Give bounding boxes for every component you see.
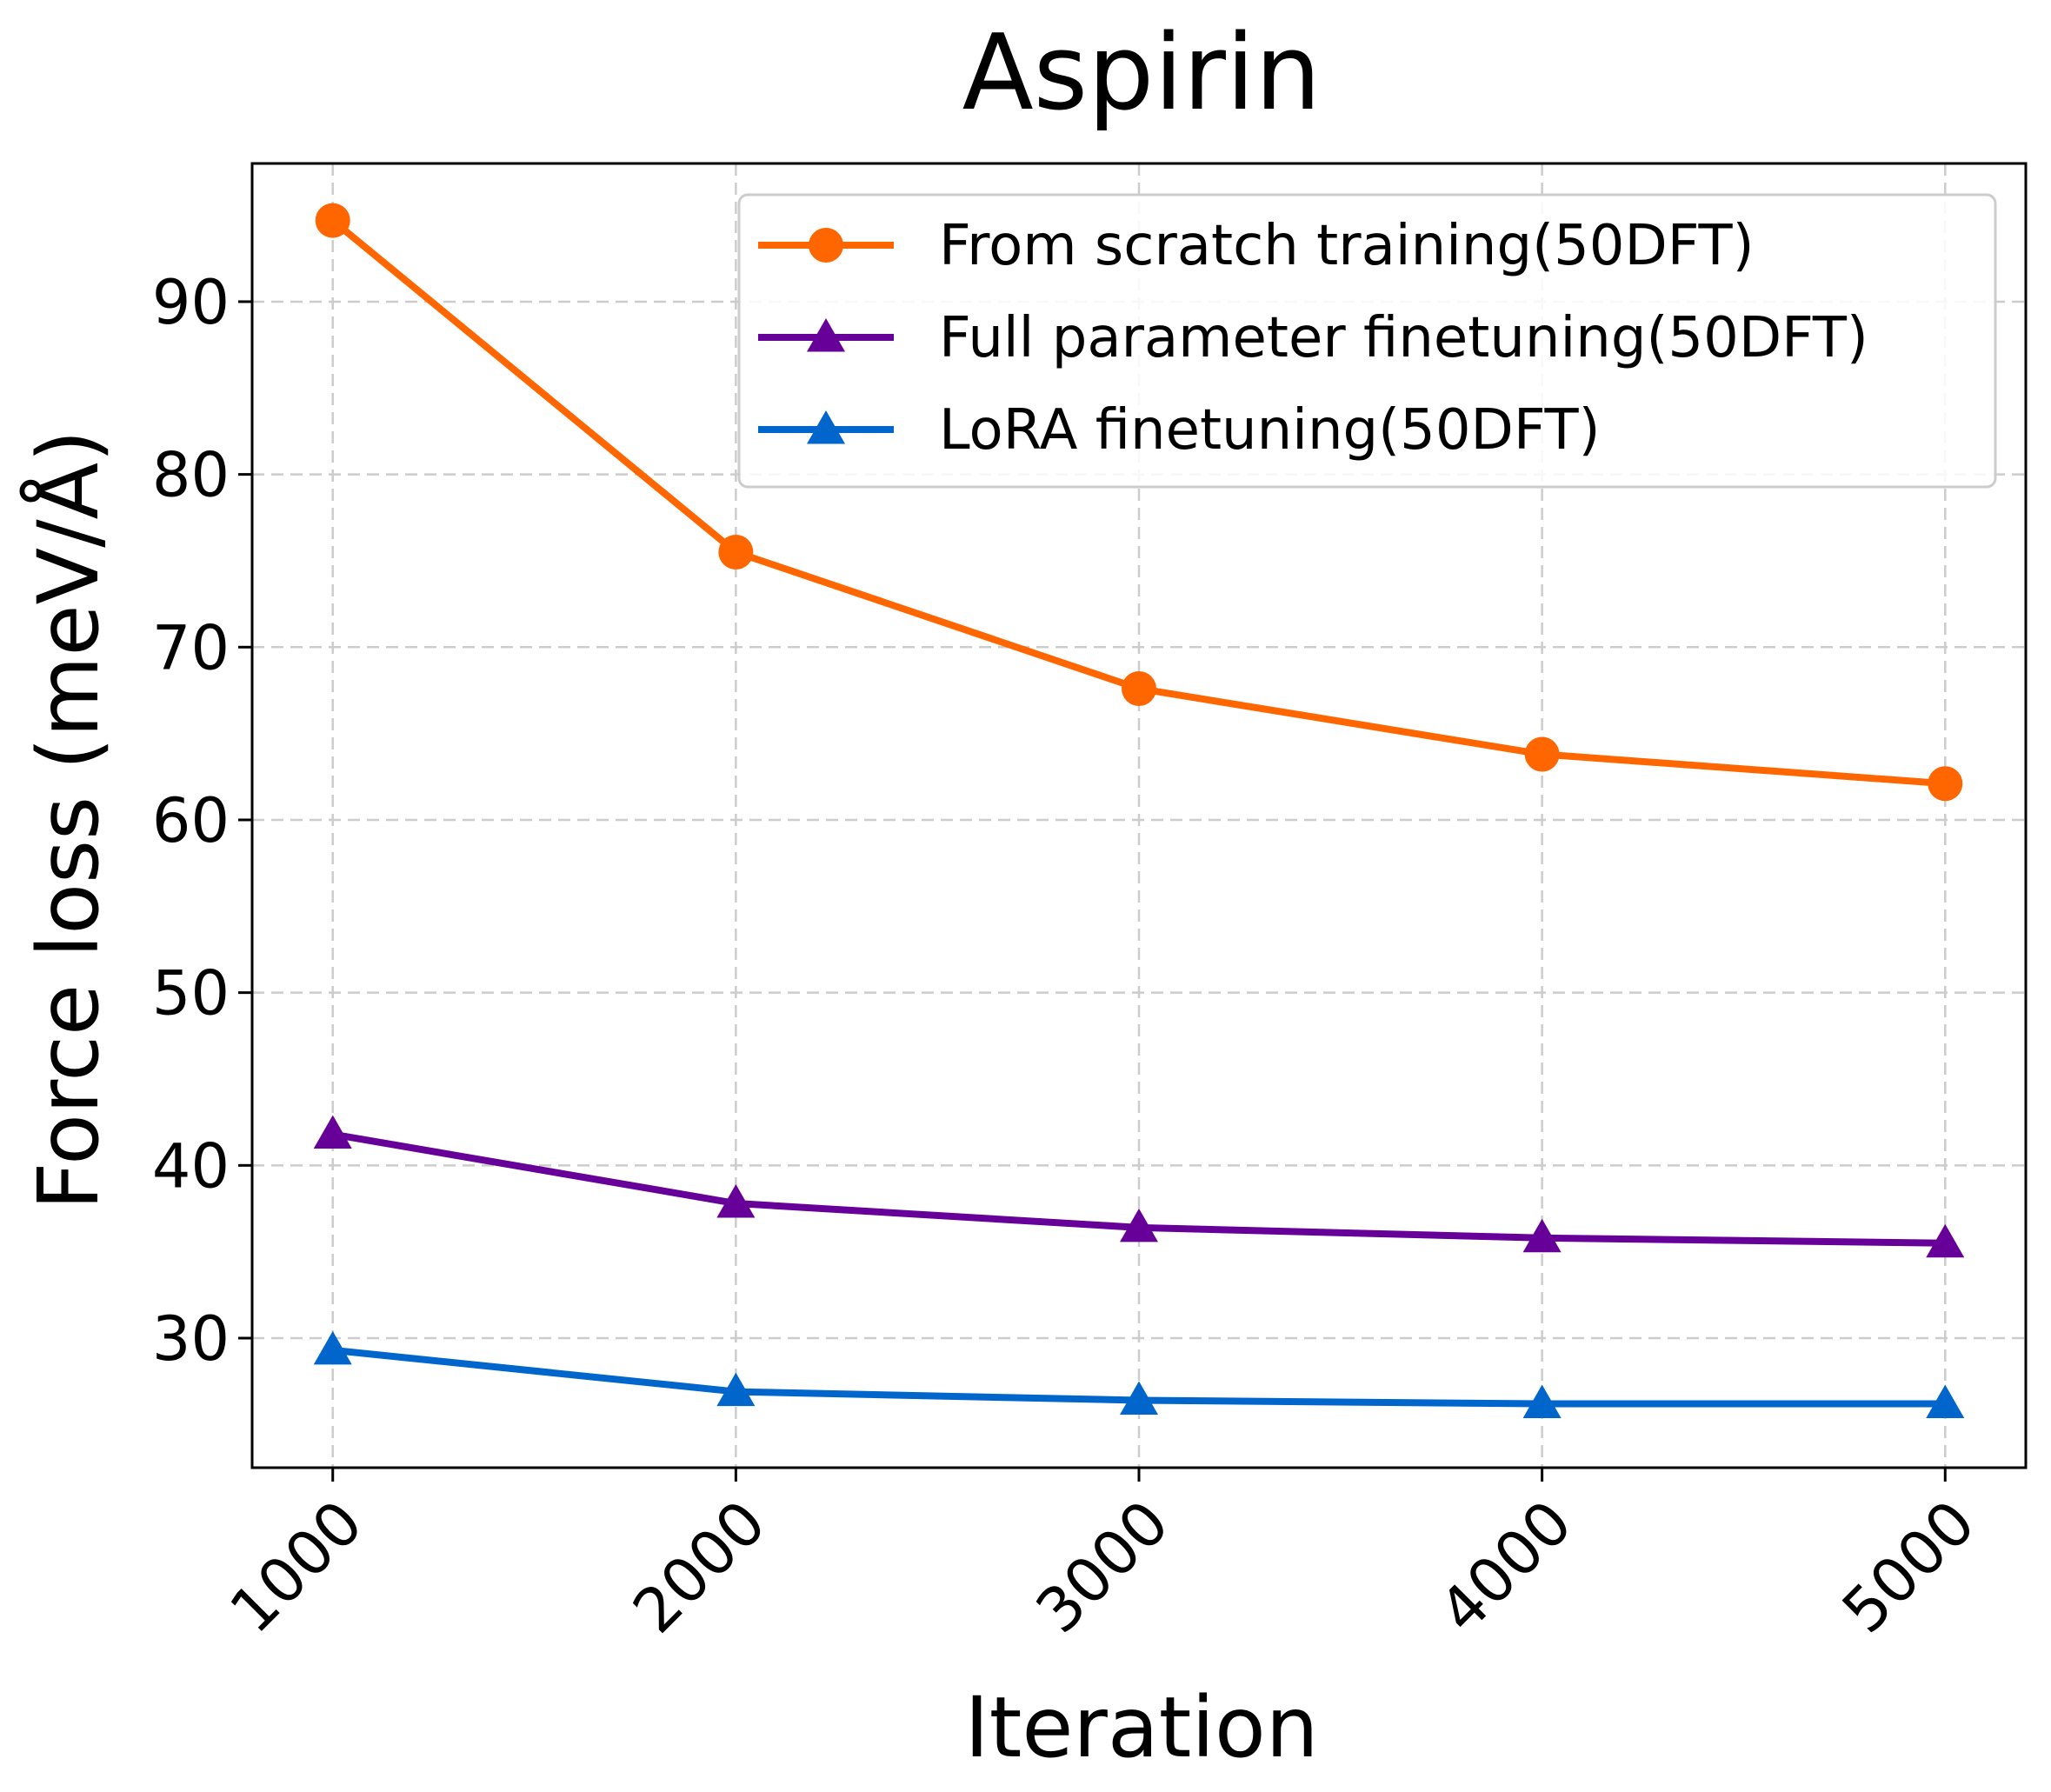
data-point	[1524, 736, 1560, 772]
series-group	[315, 203, 1963, 802]
x-tick-label: 1000	[216, 1487, 376, 1647]
data-point	[1928, 766, 1963, 802]
series-group	[313, 1330, 1965, 1418]
legend: From scratch training(50DFT) Full paramet…	[737, 193, 1997, 489]
data-point	[1522, 1218, 1562, 1253]
x-tick-label: 4000	[1426, 1487, 1586, 1647]
y-tick-label: 50	[152, 958, 230, 1029]
y-axis-label: Force loss (meV/Å)	[19, 430, 117, 1209]
chart-title: Aspirin	[962, 13, 1322, 134]
y-tick-label: 80	[152, 440, 230, 511]
data-point	[315, 203, 350, 238]
data-point	[716, 1184, 756, 1218]
data-point	[1120, 1208, 1158, 1242]
data-point	[716, 1372, 756, 1407]
data-point	[718, 535, 754, 570]
legend-entry-label: Full parameter finetuning(50DFT)	[939, 306, 1868, 370]
y-tick-label: 60	[152, 785, 230, 856]
data-point	[313, 1330, 352, 1365]
legend-box	[737, 193, 1997, 489]
legend-entry-label: LoRA finetuning(50DFT)	[939, 398, 1601, 463]
y-tick-label: 30	[152, 1303, 230, 1375]
data-point	[313, 1115, 352, 1149]
y-tick-label: 70	[152, 612, 230, 683]
data-point	[1926, 1223, 1965, 1258]
y-tick-label: 40	[152, 1130, 230, 1202]
x-tick-label: 3000	[1022, 1487, 1182, 1647]
x-tick-label: 5000	[1828, 1487, 1988, 1647]
data-point	[1122, 670, 1156, 706]
x-axis-label: Iteration	[964, 1679, 1318, 1776]
data-point	[1522, 1384, 1562, 1418]
x-tick-label: 2000	[619, 1487, 779, 1647]
data-point	[1120, 1381, 1158, 1416]
series-group	[313, 1115, 1965, 1258]
data-point	[809, 228, 843, 263]
data-series	[313, 203, 1965, 1418]
data-point	[807, 410, 845, 444]
data-point	[1926, 1384, 1965, 1418]
y-tick-label: 90	[152, 267, 230, 338]
data-point	[807, 318, 845, 352]
legend-entry-label: From scratch training(50DFT)	[939, 214, 1755, 278]
